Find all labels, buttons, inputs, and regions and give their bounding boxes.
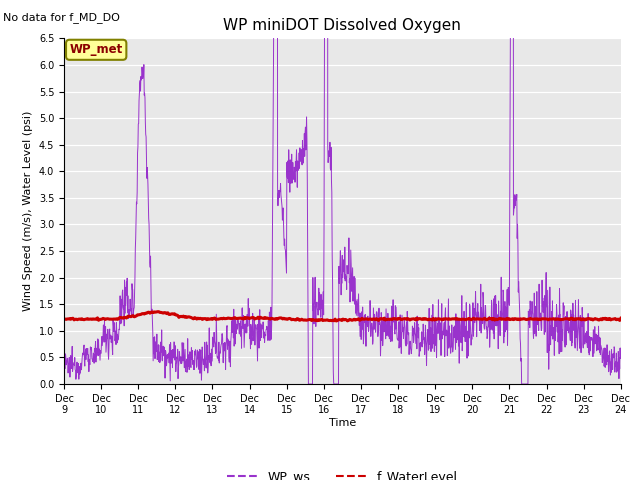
Text: WP_met: WP_met [70, 43, 123, 56]
Title: WP miniDOT Dissolved Oxygen: WP miniDOT Dissolved Oxygen [223, 18, 461, 33]
Y-axis label: Wind Speed (m/s), Water Level (psi): Wind Speed (m/s), Water Level (psi) [23, 111, 33, 312]
Text: No data for f_MD_DO: No data for f_MD_DO [3, 12, 120, 23]
Legend: WP_ws, f_WaterLevel: WP_ws, f_WaterLevel [221, 465, 463, 480]
X-axis label: Time: Time [329, 418, 356, 428]
